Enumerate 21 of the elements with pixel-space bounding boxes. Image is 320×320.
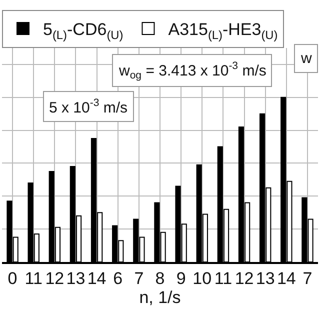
x-tick-label: 11 [24,269,42,288]
x-tick-label: 13 [66,269,86,288]
text: w$_{og}$ = 3.413 x 10$^{-3}$ m/s [118,60,266,82]
x-tick-label: 7 [134,269,144,288]
x-tick-label: 11 [214,269,232,288]
x-tick-label: 9 [176,269,186,288]
x-tick-label: 14 [87,269,106,288]
x-tick-label: 14 [276,269,296,288]
x-tick-label: 7 [302,269,312,288]
x-tick-label: 12 [234,269,254,288]
x-tick-label: 13 [256,269,275,288]
x-tick-label: 10 [192,269,212,288]
x-tick-label: 6 [113,269,123,288]
annotation: 5 x 10$^{-3}$ m/s [49,97,128,116]
legend-label: 5$_{(L)}$-CD6$_{(U)}$ [43,20,124,42]
x-tick-label: 8 [155,269,165,288]
x-axis-title: n, 1/s [139,288,181,308]
x-tick-label: 0 [8,269,18,288]
legend-label: A315$_{(L)}$-HE3$_{(U)}$ [168,20,278,42]
x-tick-label: 12 [45,269,64,288]
text: w [300,50,312,67]
